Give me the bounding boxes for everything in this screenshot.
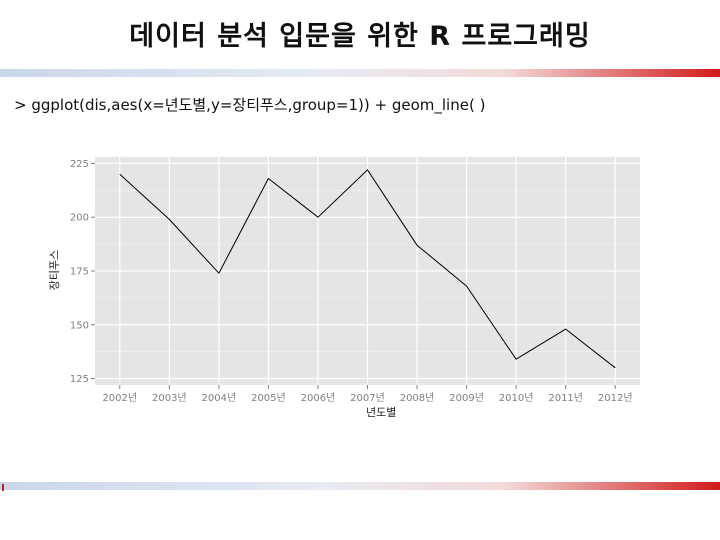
x-tick-label: 2008년 xyxy=(400,392,435,404)
footer-marker xyxy=(2,484,4,491)
x-tick-label: 2004년 xyxy=(202,392,237,404)
x-tick-label: 2002년 xyxy=(102,392,137,404)
major-gridlines xyxy=(95,157,640,385)
x-tick-label: 2006년 xyxy=(301,392,336,404)
x-tick-label: 2009년 xyxy=(449,392,484,404)
x-tick-label: 2005년 xyxy=(251,392,286,404)
x-axis-title: 년도별 xyxy=(366,406,397,419)
y-tick-label: 175 xyxy=(70,267,89,278)
x-tick-label: 2003년 xyxy=(152,392,187,404)
series-layer xyxy=(119,169,616,369)
y-tick-label: 225 xyxy=(70,159,89,170)
code-line: > ggplot(dis,aes(x=년도별,y=장티푸스,group=1)) … xyxy=(14,96,486,114)
y-tick-label: 150 xyxy=(70,320,89,331)
slide-title: 데이터 분석 입문을 위한 R 프로그래밍 xyxy=(129,21,591,52)
series-line xyxy=(119,169,616,369)
footer-divider xyxy=(0,482,720,490)
x-tick-label: 2010년 xyxy=(499,392,534,404)
y-tick-label: 125 xyxy=(70,374,89,385)
y-axis-title: 장티푸스 xyxy=(48,249,61,291)
x-tick-label: 2012년 xyxy=(598,392,633,404)
x-tick-labels: 2002년 2003년 2004년 2005년 2006년 2007년 2008년 2009년… xyxy=(102,392,632,404)
y-tick-label: 200 xyxy=(70,213,89,224)
x-tick-label: 2011년 xyxy=(548,392,583,404)
x-tick-label: 2007년 xyxy=(350,392,385,404)
axis-ticks xyxy=(91,162,616,389)
title-divider xyxy=(0,69,720,77)
y-tick-labels: 125 150 175 200 225 xyxy=(70,159,89,385)
